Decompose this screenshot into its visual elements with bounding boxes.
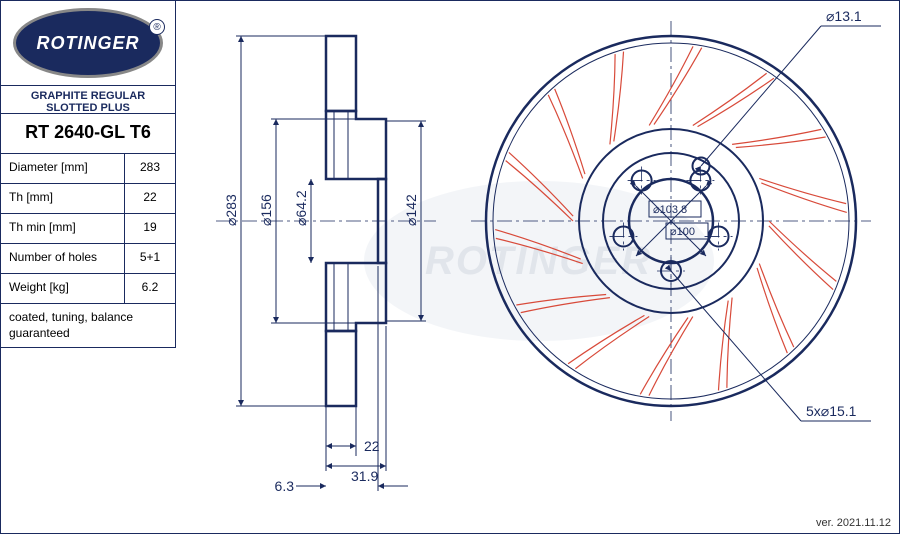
logo-box: ROTINGER ® [1,1,176,86]
spec-label: Number of holes [1,244,125,273]
dim-total-offset: 31.9 [351,468,378,484]
dim-bolt-circle-2: ⌀100 [670,226,695,238]
dim-hat-inner: ⌀142 [403,194,419,226]
dim-bolt-holes: 5x⌀15.1 [806,403,857,419]
registered-icon: ® [149,19,165,35]
side-view-drawing: ⌀283 ⌀156 ⌀64.2 ⌀142 22 31.9 6.3 [196,1,456,501]
dim-bolt-circle-1: ⌀103.8 [653,204,687,216]
dim-hat-diameter: ⌀156 [258,194,274,226]
spec-label: Th [mm] [1,184,125,213]
spec-label: Diameter [mm] [1,154,125,183]
spec-table: Diameter [mm] 283 Th [mm] 22 Th min [mm]… [1,154,176,348]
table-row: Th [mm] 22 [1,184,175,214]
page-container: ROTINGER ® GRAPHITE REGULAR SLOTTED PLUS… [0,0,900,534]
spec-label: Weight [kg] [1,274,125,303]
spec-value: 283 [125,154,175,183]
dim-center-bore: ⌀64.2 [293,190,309,226]
spec-value: 5+1 [125,244,175,273]
front-view-drawing: ⌀103.8 ⌀100 ⌀13.1 5x⌀15.1 [456,1,900,501]
version-label: ver. 2021.11.12 [816,517,891,529]
part-number: RT 2640-GL T6 [1,114,176,154]
table-row: Diameter [mm] 283 [1,154,175,184]
table-row: Number of holes 5+1 [1,244,175,274]
drawing-area: ROTINGER [176,1,900,521]
brand-name: ROTINGER [36,33,139,54]
spec-label: Th min [mm] [1,214,125,243]
dim-hat-offset: 6.3 [275,478,295,494]
spec-value: 22 [125,184,175,213]
brand-logo: ROTINGER ® [13,8,163,78]
table-row: Th min [mm] 19 [1,214,175,244]
spec-value: 19 [125,214,175,243]
product-title: GRAPHITE REGULAR SLOTTED PLUS [1,86,176,114]
dim-thickness: 22 [364,438,380,454]
dim-outer-diameter: ⌀283 [223,194,239,226]
table-row: Weight [kg] 6.2 [1,274,175,304]
dim-small-hole: ⌀13.1 [826,8,862,24]
spec-value: 6.2 [125,274,175,303]
footer-note: coated, tuning, balance guaranteed [1,304,175,348]
